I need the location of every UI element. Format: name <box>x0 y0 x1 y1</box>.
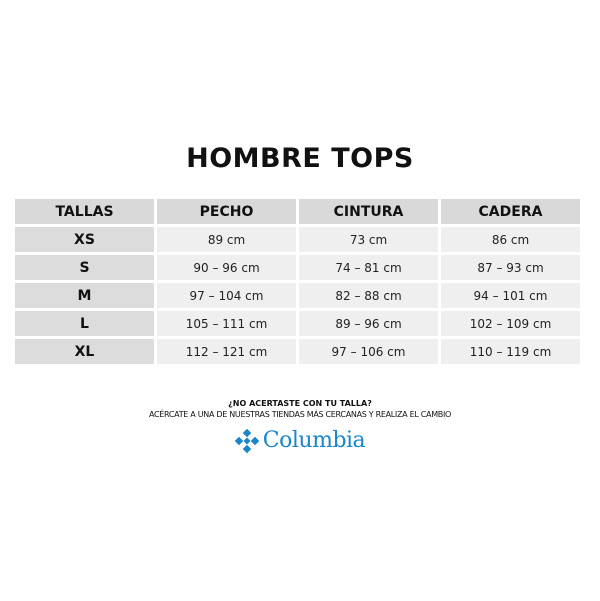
waist-cell: 97 – 106 cm <box>299 339 438 364</box>
question-text: ¿NO ACERTASTE CON TU TALLA? <box>228 399 372 408</box>
table-row: XL 112 – 121 cm 97 – 106 cm 110 – 119 cm <box>15 339 580 364</box>
header-pecho: PECHO <box>157 199 296 224</box>
hip-cell: 86 cm <box>441 227 580 252</box>
chest-cell: 112 – 121 cm <box>157 339 296 364</box>
columbia-logo: Columbia <box>0 428 600 453</box>
chest-cell: 90 – 96 cm <box>157 255 296 280</box>
chest-cell: 97 – 104 cm <box>157 283 296 308</box>
size-cell: L <box>15 311 154 336</box>
size-cell: XL <box>15 339 154 364</box>
waist-cell: 74 – 81 cm <box>299 255 438 280</box>
exchange-text: ACÉRCATE A UNA DE NUESTRAS TIENDAS MÁS C… <box>148 410 452 419</box>
size-cell: S <box>15 255 154 280</box>
header-cintura: CINTURA <box>299 199 438 224</box>
size-table: TALLAS PECHO CINTURA CADERA XS 89 cm 73 cm… <box>12 196 583 367</box>
table-row: XS 89 cm 73 cm 86 cm <box>15 227 580 252</box>
page-title: HOMBRE TOPS <box>186 143 414 174</box>
table-row: M 97 – 104 cm 82 – 88 cm 94 – 101 cm <box>15 283 580 308</box>
columbia-diamond-icon <box>234 428 259 453</box>
table-row: L 105 – 111 cm 89 – 96 cm 102 – 109 cm <box>15 311 580 336</box>
size-cell: M <box>15 283 154 308</box>
chest-cell: 89 cm <box>157 227 296 252</box>
waist-cell: 89 – 96 cm <box>299 311 438 336</box>
waist-cell: 82 – 88 cm <box>299 283 438 308</box>
table-row: S 90 – 96 cm 74 – 81 cm 87 – 93 cm <box>15 255 580 280</box>
hip-cell: 102 – 109 cm <box>441 311 580 336</box>
brand-name: Columbia <box>262 428 366 453</box>
size-cell: XS <box>15 227 154 252</box>
chest-cell: 105 – 111 cm <box>157 311 296 336</box>
hip-cell: 87 – 93 cm <box>441 255 580 280</box>
header-cadera: CADERA <box>441 199 580 224</box>
waist-cell: 73 cm <box>299 227 438 252</box>
header-tallas: TALLAS <box>15 199 154 224</box>
table-header-row: TALLAS PECHO CINTURA CADERA <box>15 199 580 224</box>
hip-cell: 94 – 101 cm <box>441 283 580 308</box>
hip-cell: 110 – 119 cm <box>441 339 580 364</box>
